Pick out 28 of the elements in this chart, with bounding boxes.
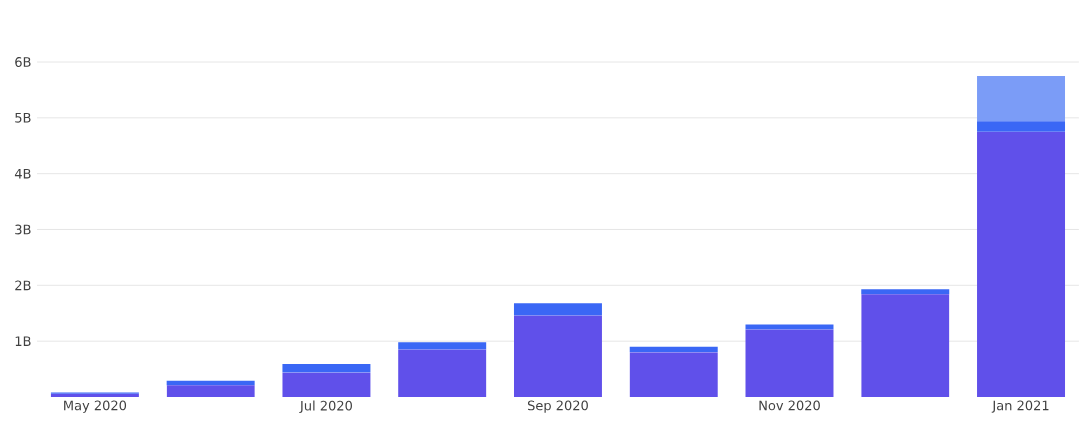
bar	[282, 372, 371, 397]
bar	[282, 364, 371, 373]
x-tick-label: Nov 2020	[759, 400, 820, 411]
bar	[861, 289, 950, 295]
bar	[398, 349, 487, 397]
bar	[629, 346, 718, 353]
y-tick-label: 1B	[15, 336, 31, 346]
bar	[977, 75, 1066, 122]
y-tick-label: 2B	[15, 280, 31, 291]
bar	[745, 324, 834, 330]
bar	[166, 380, 255, 386]
bar	[977, 121, 1066, 132]
y-tick-label: 4B	[14, 168, 31, 179]
x-tick-label: Jul 2020	[299, 400, 352, 413]
bar	[513, 303, 602, 316]
bar	[745, 329, 834, 397]
x-tick-label: Sep 2020	[527, 400, 588, 413]
x-tick-label: Jan 2021	[991, 400, 1049, 413]
y-tick-label: 3B	[15, 224, 31, 235]
x-tick-label: May 2020	[64, 400, 127, 413]
bar	[398, 342, 487, 350]
y-tick-label: 6B	[15, 57, 31, 67]
bar	[977, 131, 1066, 397]
bar	[629, 352, 718, 397]
bar	[166, 385, 255, 397]
bar	[513, 315, 602, 397]
y-tick-label: 5B	[15, 113, 31, 123]
bar	[861, 294, 950, 397]
